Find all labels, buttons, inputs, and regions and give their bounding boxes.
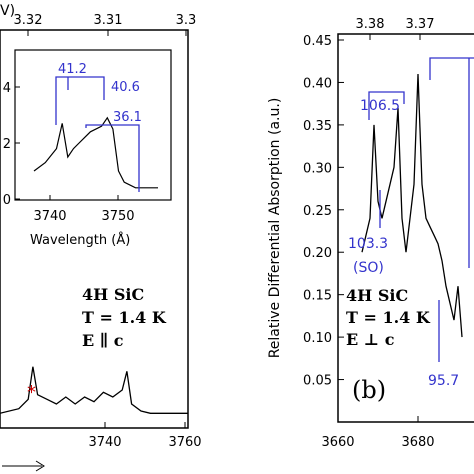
bracket-top-right <box>429 57 474 80</box>
left-top-tick-label: 3.31 <box>94 13 123 28</box>
inset-x-label: Wavelength (Å) <box>30 232 130 248</box>
bracket-41-2 <box>55 76 105 125</box>
inset-brackets <box>55 76 140 192</box>
inset-label-36-1: 36.1 <box>113 110 142 125</box>
inset-series-line <box>33 116 158 189</box>
right-label-103-3: 103.3 <box>348 236 388 252</box>
left-sample-line-3: E ∥ c <box>82 331 124 350</box>
right-label-106-5: 106.5 <box>360 98 400 114</box>
right-y-tick-label: 0.10 <box>303 331 332 346</box>
right-bottom-tick-label: 3660 <box>321 435 354 450</box>
left-top-tick-label: 3.32 <box>14 13 43 28</box>
right-label-so: (SO) <box>353 260 384 276</box>
right-y-label: Relative Differential Absorption (a.u.) <box>267 98 283 359</box>
bracket-36-1 <box>85 124 140 192</box>
inset-x-tick-label: 3750 <box>101 209 134 224</box>
inset-label-41-2: 41.2 <box>58 62 87 77</box>
right-sample-line-3: E ⊥ c <box>346 330 395 349</box>
right-top-tick-label: 3.37 <box>406 17 435 32</box>
right-y-tick-label: 0.20 <box>303 246 332 261</box>
left-top-ticks: 3.32 3.31 3.3 <box>14 13 197 36</box>
right-main-series-line <box>361 73 463 338</box>
inset-ticks: 3740 3750 4 2 0 <box>3 81 135 224</box>
inset-y-tick-label: 0 <box>3 193 11 208</box>
left-bottom-tick-label: 3740 <box>88 435 121 450</box>
right-bottom-ticks: 3660 3680 <box>321 416 435 450</box>
left-top-tick-label: 3.3 <box>176 13 197 28</box>
inset-y-tick-label: 2 <box>3 137 11 152</box>
inset-x-tick-label: 3740 <box>33 209 66 224</box>
left-bottom-arrow-head <box>35 460 45 472</box>
left-sample-line-1: 4H SiC <box>82 285 144 304</box>
right-sample-line-2: T = 1.4 K <box>346 308 431 327</box>
right-panel-label: (b) <box>352 376 386 404</box>
right-y-tick-label: 0.15 <box>303 289 332 304</box>
inset-y-tick-label: 4 <box>3 81 11 96</box>
left-bottom-ticks: 3740 3760 <box>88 422 202 450</box>
right-y-tick-label: 0.05 <box>303 374 332 389</box>
right-y-tick-label: 0.40 <box>303 76 332 91</box>
right-plot-frame <box>337 33 474 423</box>
bracket-106-5 <box>368 91 405 120</box>
left-bottom-tick-label: 3760 <box>168 435 201 450</box>
left-top-axis-label: V) <box>0 3 15 19</box>
left-main-series-line <box>0 366 188 414</box>
inset-label-40-6: 40.6 <box>111 80 140 95</box>
left-sample-line-2: T = 1.4 K <box>82 308 167 327</box>
right-y-tick-label: 0.25 <box>303 204 332 219</box>
left-plot-frame <box>0 29 189 429</box>
right-y-ticks: 0.05 0.10 0.15 0.20 0.25 0.30 0.35 0.40 0.45 <box>303 34 344 389</box>
right-top-tick-label: 3.38 <box>356 17 385 32</box>
right-y-tick-label: 0.45 <box>303 34 332 49</box>
right-y-tick-label: 0.30 <box>303 161 332 176</box>
right-y-tick-label: 0.35 <box>303 119 332 134</box>
right-label-95-7: 95.7 <box>428 373 459 389</box>
right-sample-line-1: 4H SiC <box>346 286 408 305</box>
right-bottom-tick-label: 3680 <box>401 435 434 450</box>
right-top-ticks: 3.38 3.37 <box>356 17 435 40</box>
right-brackets <box>368 57 474 362</box>
left-asterisk-marker: * <box>27 382 36 403</box>
